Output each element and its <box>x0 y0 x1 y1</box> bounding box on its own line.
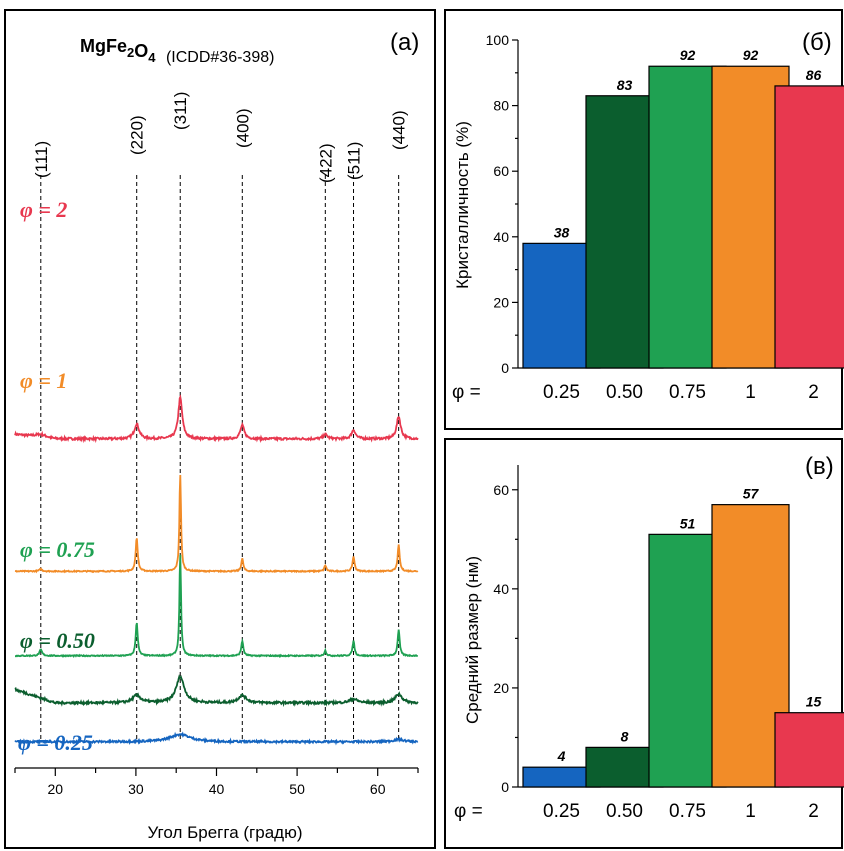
x-category-label: 0.25 <box>543 382 580 403</box>
x-category-label: 0.75 <box>669 382 706 403</box>
y-tick-label: 0 <box>501 360 509 376</box>
xrd-miller-label: (111) <box>32 141 51 178</box>
size-chart: 0 20 40 60 4 0.25 8 0.50 51 0.75 57 1 15 2 φ = <box>454 465 844 822</box>
x-category-label: 1 <box>745 382 756 403</box>
xrd-series-label: φ = 1 <box>20 368 67 393</box>
x-category-label: 0.50 <box>606 801 643 822</box>
bar-value-label: 92 <box>680 47 696 63</box>
y-tick-label: 20 <box>493 294 509 310</box>
size-panel: (в) 0 20 40 60 4 0.25 8 0.50 51 0.75 57 1 15 2 φ = Сре… <box>444 438 844 849</box>
x-prefix-label: φ = <box>452 382 481 403</box>
xrd-series-line <box>14 731 419 746</box>
xrd-panel-frame <box>4 9 436 849</box>
xrd-x-tick-label: 30 <box>128 781 144 797</box>
xrd-series-line <box>14 674 419 708</box>
bar <box>774 712 844 788</box>
xrd-series-label: φ = 0.75 <box>20 537 95 562</box>
xrd-series-label: φ = 0.50 <box>20 628 95 653</box>
xrd-series-labels: φ = 2 φ = 1 φ = 0.75 φ = 0.50 φ = 0.25 <box>18 197 95 755</box>
y-tick-label: 60 <box>493 482 509 498</box>
crystallinity-y-axis-label: Кристалличность (%) <box>453 121 472 289</box>
xrd-x-tick-label: 20 <box>48 781 64 797</box>
xrd-series-line <box>14 474 419 574</box>
xrd-panel-label: (а) <box>390 29 419 56</box>
y-tick-label: 80 <box>493 98 509 114</box>
xrd-series-line <box>15 554 419 658</box>
y-tick-label: 0 <box>501 779 509 795</box>
xrd-series-group <box>14 394 419 746</box>
y-tick-label: 100 <box>486 32 510 48</box>
bar-value-label: 15 <box>806 694 822 710</box>
x-category-label: 0.50 <box>606 382 643 403</box>
xrd-title: MgFe2O4 (ICDD#36-398) <box>80 36 274 66</box>
xrd-x-tick-label: 40 <box>209 781 225 797</box>
size-panel-label: (в) <box>805 453 834 480</box>
size-panel-frame <box>444 438 843 849</box>
xrd-series-label: φ = 0.25 <box>18 730 93 755</box>
x-category-label: 0.75 <box>669 801 706 822</box>
xrd-x-axis-label: Угол Брегга (градю) <box>148 823 303 842</box>
bar-value-label: 57 <box>743 486 760 502</box>
xrd-miller-label: (220) <box>128 115 147 155</box>
bar-value-label: 51 <box>680 515 696 531</box>
x-category-label: 0.25 <box>543 801 580 822</box>
xrd-x-tick-label: 60 <box>370 781 386 797</box>
xrd-x-tick-label: 50 <box>289 781 305 797</box>
xrd-title-ref: (ICDD#36-398) <box>166 49 274 66</box>
xrd-miller-label: (511) <box>345 142 364 180</box>
xrd-x-ticks: 20 30 40 50 60 <box>14 768 419 797</box>
x-category-label: 2 <box>808 801 819 822</box>
crystallinity-chart: 0 20 40 60 80 100 38 0.25 83 0.50 92 0.75 92 1 86 2 φ = <box>452 32 844 403</box>
x-prefix-label: φ = <box>454 801 483 822</box>
formula-subscript-2: 4 <box>148 50 156 65</box>
xrd-title-formula: MgFe2O4 <box>80 36 156 65</box>
xrd-series-line <box>14 394 419 444</box>
formula-element-0: Mg <box>80 36 106 56</box>
x-category-label: 2 <box>808 382 819 403</box>
y-tick-label: 40 <box>493 229 509 245</box>
x-category-label: 1 <box>745 801 756 822</box>
xrd-miller-label: (422) <box>316 143 335 183</box>
xrd-miller-label: (311) <box>171 92 190 130</box>
bar <box>774 85 844 369</box>
y-tick-label: 60 <box>493 163 509 179</box>
bar-value-label: 38 <box>554 224 570 240</box>
y-tick-label: 40 <box>493 581 509 597</box>
bar-value-label: 8 <box>621 728 629 744</box>
size-y-axis-label: Средний размер (нм) <box>463 556 482 724</box>
bar-value-label: 92 <box>743 47 759 63</box>
crystallinity-panel-label: (б) <box>802 29 832 56</box>
xrd-series-label: φ = 2 <box>20 197 67 222</box>
xrd-panel: (а) MgFe2O4 (ICDD#36-398) (111) (220) (311… <box>4 9 436 849</box>
crystallinity-panel: (б) 0 20 40 60 80 100 38 0.25 83 0.50 92 0.75 92 1 86 2… <box>444 9 844 430</box>
y-tick-label: 20 <box>493 680 509 696</box>
formula-element-1: Fe <box>106 36 127 56</box>
xrd-miller-label: (440) <box>390 110 409 150</box>
xrd-peak-guides <box>40 175 400 742</box>
xrd-miller-label: (400) <box>233 108 252 148</box>
xrd-miller-labels: (111) (220) (311) (400) (422) (511) (440) <box>32 92 409 183</box>
bar-value-label: 83 <box>617 77 633 93</box>
bar-value-label: 86 <box>806 67 822 83</box>
bar-value-label: 4 <box>557 748 566 764</box>
formula-subscript-1: 2 <box>127 45 134 60</box>
formula-element-2: O <box>134 41 148 61</box>
